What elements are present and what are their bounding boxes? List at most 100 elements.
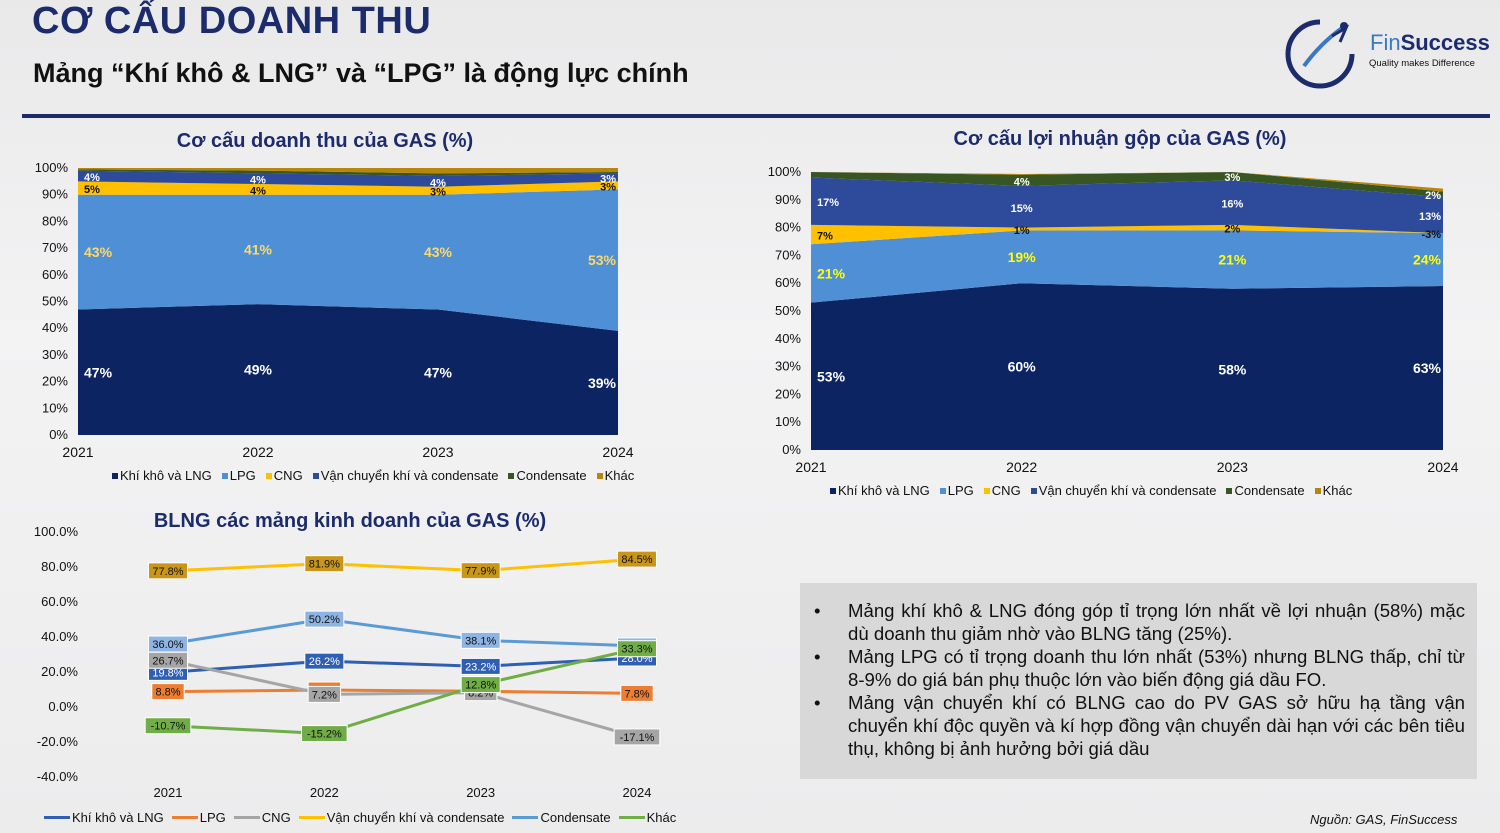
data-label-text: 7.8% xyxy=(624,688,649,700)
data-label: 41% xyxy=(244,241,273,257)
legend-label: LPG xyxy=(229,468,256,483)
data-label: 33.3% xyxy=(617,640,657,658)
logo-tagline: Quality makes Difference xyxy=(1369,58,1475,69)
data-label-box xyxy=(460,631,501,649)
data-label-text: 84.5% xyxy=(621,554,652,566)
data-label: 26.7% xyxy=(148,651,188,669)
area-band xyxy=(811,172,1443,198)
data-label: 3% xyxy=(600,181,616,193)
y-tick-label: 80.0% xyxy=(41,559,78,574)
y-tick-label: 100% xyxy=(768,164,802,179)
y-tick-label: 60% xyxy=(42,267,68,282)
data-label-text: -15.2% xyxy=(307,729,342,741)
data-label: 7% xyxy=(817,231,833,243)
y-tick-label: 30% xyxy=(775,359,801,374)
y-tick-label: 10% xyxy=(42,400,68,415)
data-label-box xyxy=(304,555,345,573)
data-label: 17% xyxy=(817,197,839,209)
data-label-text: 33.3% xyxy=(621,644,652,656)
note-item: Mảng vận chuyển khí có BLNG cao do PV GA… xyxy=(814,691,1465,760)
legend-label: Khí khô và LNG xyxy=(72,810,164,825)
data-label-box xyxy=(144,717,192,735)
data-label: 23.2% xyxy=(460,657,501,675)
legend-swatch xyxy=(233,816,260,819)
data-label-text: -10.7% xyxy=(151,721,186,733)
legend-item: CNG xyxy=(983,483,1021,498)
data-label-text: 23.2% xyxy=(465,661,496,673)
data-label: 13% xyxy=(1419,211,1441,223)
y-tick-label: 70% xyxy=(775,247,801,262)
data-label-box xyxy=(620,684,654,702)
series-line xyxy=(167,557,638,573)
data-label: 43% xyxy=(424,244,453,260)
data-label-box xyxy=(617,640,657,658)
legend-label: Vận chuyển khí và condensate xyxy=(1038,483,1217,498)
legend-swatch xyxy=(44,816,70,819)
y-tick-label: -20.0% xyxy=(37,734,79,749)
data-label: 2% xyxy=(1425,190,1441,202)
data-label-text: 12.8% xyxy=(465,680,496,692)
data-label-text: 26.2% xyxy=(309,656,340,668)
x-tick-label: 2024 xyxy=(623,785,652,800)
legend-item: CNG xyxy=(265,468,303,483)
data-label-text: 8.8% xyxy=(155,687,180,699)
chart1-legend: Khí khô và LNG LPG CNG Vận chuyển khí và co… xyxy=(112,468,634,483)
data-label: 19% xyxy=(1008,249,1037,265)
data-label: -3% xyxy=(1421,229,1441,241)
legend-swatch xyxy=(830,487,836,494)
legend-label: Vận chuyển khí và condensate xyxy=(326,810,505,825)
data-label-box xyxy=(460,562,501,580)
data-label: 63% xyxy=(1413,360,1442,376)
area-band xyxy=(78,168,618,174)
data-label: 60% xyxy=(1008,359,1037,375)
legend-swatch xyxy=(508,472,515,479)
legend-item: Condensate xyxy=(508,468,587,483)
legend-item: Vận chuyển khí và condensate xyxy=(1030,483,1217,498)
legend-label: LPG xyxy=(199,810,226,825)
legend-item: CNG xyxy=(233,810,291,825)
legend-swatch xyxy=(171,816,198,819)
legend-item: Khác xyxy=(596,468,634,483)
y-tick-label: 10% xyxy=(775,414,801,429)
logo-emblem-icon xyxy=(1285,19,1355,89)
legend-swatch xyxy=(221,472,228,479)
data-label: 4% xyxy=(250,175,266,187)
y-tick-label: 100% xyxy=(35,160,69,175)
x-tick-label: 2023 xyxy=(466,785,495,800)
data-label: 49% xyxy=(244,362,273,378)
y-tick-label: 60.0% xyxy=(41,594,78,609)
x-tick-label: 2022 xyxy=(1006,459,1037,475)
source-note: Nguồn: GAS, FinSuccess xyxy=(1310,812,1458,827)
gross-profit-structure-chart: 0% 10% 20% 30% 40% 50% 60% 70% 80% 90% 100% 2021 202… xyxy=(768,164,1459,475)
area-band xyxy=(811,230,1443,303)
data-label-text: 36.0% xyxy=(152,639,183,651)
data-label: 24% xyxy=(1413,252,1442,268)
legend-swatch xyxy=(1030,487,1037,494)
data-label: 81.9% xyxy=(304,555,345,573)
legend-item: Khác xyxy=(618,810,677,825)
x-tick-label: 2021 xyxy=(62,444,93,458)
y-tick-label: 80% xyxy=(775,220,801,235)
data-label: 39% xyxy=(588,375,617,391)
x-tick-label: 2022 xyxy=(242,444,273,458)
gross-margin-line-chart: -40.0% -20.0% 0.0% 20.0% 40.0% 60.0% 80.0% 100.… xyxy=(34,524,661,800)
legend-label: CNG xyxy=(991,483,1021,498)
data-label-box xyxy=(148,635,188,653)
area-band xyxy=(78,181,618,195)
series-line xyxy=(167,658,638,739)
chart2-legend: Khí khô và LNG LPG CNG Vận chuyển khí và co… xyxy=(830,483,1352,498)
legend-label: CNG xyxy=(273,468,303,483)
legend-swatch xyxy=(596,472,603,479)
chart1-title: Cơ cấu doanh thu của GAS (%) xyxy=(176,130,474,152)
legend-label: Khác xyxy=(646,810,677,825)
data-label: 4% xyxy=(430,177,446,189)
y-tick-label: 70% xyxy=(42,240,68,255)
legend-item: Khác xyxy=(1314,483,1353,498)
y-tick-label: -40.0% xyxy=(37,769,79,784)
data-label: 50.2% xyxy=(304,610,345,628)
y-tick-label: 50% xyxy=(775,303,801,318)
data-label-box xyxy=(304,652,345,670)
legend-label: Khác xyxy=(1322,483,1353,498)
data-label-box xyxy=(460,676,501,694)
legend-label: Condensate xyxy=(540,810,611,825)
